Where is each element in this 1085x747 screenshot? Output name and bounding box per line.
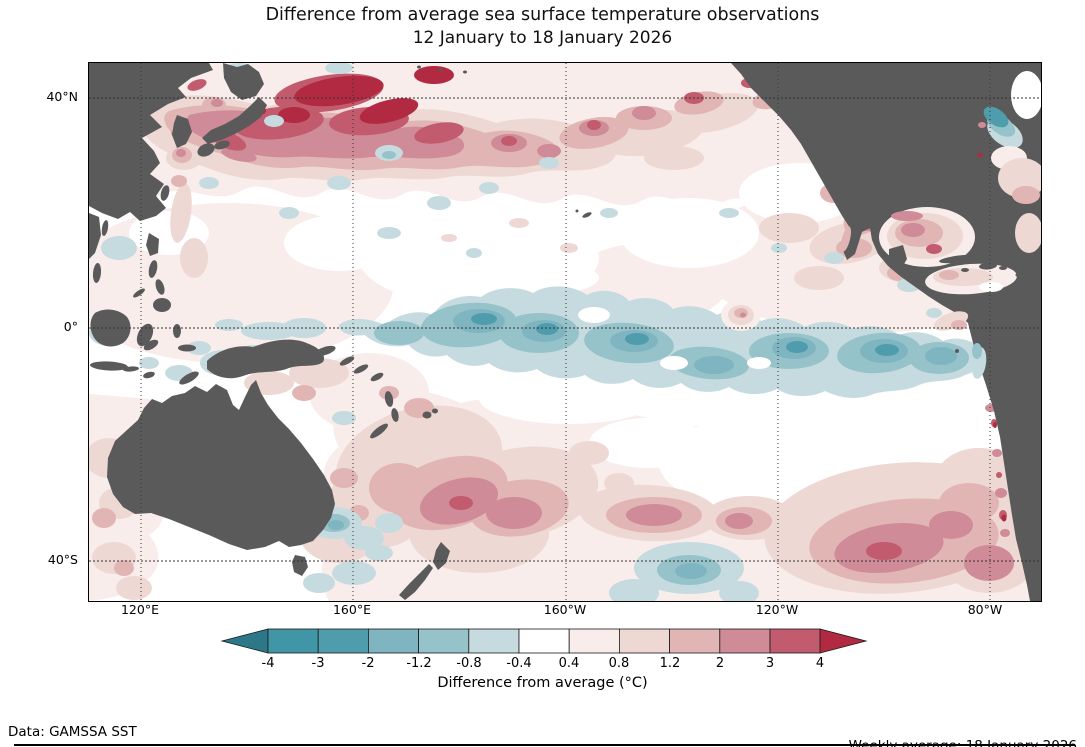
land-asia	[89, 63, 213, 221]
land-palawan	[133, 288, 145, 298]
land-java	[90, 361, 128, 371]
map-figure	[89, 63, 1041, 601]
land-sulawesi	[136, 323, 154, 347]
bottom-rule	[14, 744, 1075, 746]
x-tick-120w: 120°W	[755, 602, 799, 617]
footer-right: Weekly average: 18 January 2026 http://w…	[626, 705, 1077, 747]
land-shikoku	[214, 140, 230, 150]
cb-tick: 3	[765, 656, 775, 671]
y-tick-40n: 40°N	[46, 89, 78, 104]
sst-anomaly-map	[88, 62, 1042, 602]
cb-tick: 4	[815, 656, 825, 671]
gridlines	[89, 63, 1041, 601]
land-hispaniola	[979, 262, 997, 270]
cb-tick: 0.4	[558, 656, 580, 671]
cb-tick: -0.8	[456, 656, 482, 671]
x-tick-120e: 120°E	[120, 602, 159, 617]
footer-data-source: Data: GAMSSA SST	[8, 724, 137, 740]
cb-tick: -2	[361, 656, 375, 671]
cb-tick: -3	[311, 656, 325, 671]
warm-extreme	[252, 66, 1007, 522]
land-florida	[967, 175, 979, 203]
land-new-caledonia	[370, 423, 388, 439]
land-new-guinea	[207, 339, 325, 379]
land-australia	[107, 380, 335, 550]
page-subtitle: 12 January to 18 January 2026	[412, 28, 673, 48]
land-vanuatu	[384, 391, 394, 407]
land-taiwan	[160, 185, 170, 201]
land-hokkaido-sakhalin	[223, 63, 264, 100]
land-nz-south	[399, 564, 433, 600]
land-tasmania	[292, 555, 308, 576]
land-fiji	[422, 411, 432, 419]
land-mindanao	[153, 298, 171, 312]
land-luzon	[146, 233, 159, 256]
land-masses	[89, 63, 1041, 601]
land-yucatan	[889, 245, 907, 269]
neutral-regions	[129, 163, 979, 511]
colorbar-arrow-left	[220, 628, 269, 654]
land-indochina	[89, 213, 101, 259]
land-galapagos	[955, 349, 959, 353]
colorbar	[212, 628, 872, 654]
land-korea	[172, 115, 192, 148]
footer-left: Data: GAMSSA SST Climatology baseline: 1…	[8, 691, 487, 747]
land-honshu	[202, 97, 267, 144]
cb-tick: -0.4	[506, 656, 532, 671]
page-title: Difference from average sea surface temp…	[265, 5, 820, 25]
cb-tick: 1.2	[659, 656, 681, 671]
caribbean-islands	[889, 175, 1029, 353]
land-americas	[731, 63, 1041, 601]
y-tick-0: 0°	[63, 319, 78, 334]
land-cuba	[939, 254, 979, 264]
cb-tick: -1.2	[406, 656, 432, 671]
colorbar-arrow-right	[819, 628, 868, 654]
footer-weekly-average: Weekly average: 18 January 2026	[848, 738, 1077, 747]
land-new-britain	[314, 345, 336, 357]
land-kyushu	[197, 143, 215, 157]
cb-tick: 2	[715, 656, 725, 671]
land-timor	[179, 371, 199, 385]
cb-tick: 0.8	[608, 656, 630, 671]
x-tick-80w: 80°W	[967, 602, 1003, 617]
cool-regions	[89, 63, 985, 601]
x-tick-160w: 160°W	[543, 602, 587, 617]
colorbar-label: Difference from average (°C)	[437, 675, 648, 691]
cb-tick: -4	[261, 656, 275, 671]
x-tick-160e: 160°E	[332, 602, 371, 617]
y-tick-40s: 40°S	[47, 552, 78, 567]
land-hawaii	[582, 212, 592, 218]
land-nz-north	[433, 542, 450, 570]
colorbar-figure	[220, 628, 868, 654]
